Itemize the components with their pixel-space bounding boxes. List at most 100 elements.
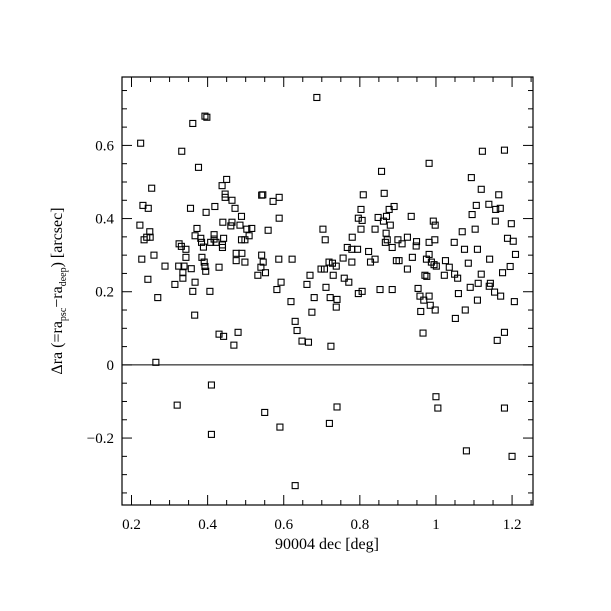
- data-point: [458, 228, 466, 236]
- data-point: [371, 225, 379, 233]
- x-tick-label: 0.6: [274, 517, 293, 533]
- data-point: [333, 403, 341, 411]
- data-point: [199, 243, 207, 251]
- x-tick-label: 1.2: [503, 517, 522, 533]
- data-point: [491, 288, 499, 296]
- data-point: [425, 159, 433, 167]
- data-point: [223, 175, 231, 183]
- data-point: [197, 238, 206, 246]
- data-point: [354, 214, 362, 222]
- data-point: [348, 258, 356, 266]
- data-point: [386, 221, 394, 229]
- data-point: [416, 292, 424, 300]
- data-point: [215, 263, 223, 271]
- data-point: [345, 278, 353, 286]
- data-point: [173, 401, 181, 409]
- data-point: [291, 482, 299, 490]
- data-point: [175, 262, 183, 270]
- data-point: [485, 282, 493, 290]
- data-point: [237, 212, 246, 220]
- data-point: [241, 236, 249, 244]
- data-point: [231, 204, 239, 212]
- data-point: [230, 341, 238, 349]
- tick-labels: 0.2 0.4 0.6 0.8 1 1.2 −0.2 0 0.2 0.4 0.6: [87, 138, 522, 533]
- data-point: [462, 447, 470, 455]
- data-point: [365, 247, 373, 256]
- data-point: [201, 112, 209, 120]
- data-point: [254, 271, 262, 279]
- data-point: [377, 167, 386, 175]
- data-point: [473, 245, 481, 253]
- data-point: [137, 139, 145, 147]
- data-point: [394, 236, 402, 244]
- data-point: [497, 292, 505, 300]
- data-point: [238, 249, 246, 257]
- data-point: [430, 261, 438, 269]
- data-point: [332, 262, 340, 270]
- data-point: [339, 254, 347, 262]
- x-tick-label: 1: [432, 517, 440, 533]
- data-point: [486, 255, 494, 263]
- data-point: [395, 257, 403, 265]
- data-point: [500, 146, 509, 154]
- data-point: [473, 296, 481, 304]
- data-point: [477, 185, 485, 193]
- data-point: [333, 295, 341, 303]
- data-point: [354, 290, 362, 298]
- y-label-subscript: psc: [58, 307, 69, 321]
- data-point: [358, 287, 366, 295]
- data-point: [310, 294, 318, 302]
- data-point: [509, 237, 517, 245]
- data-point: [198, 253, 206, 261]
- x-axis-label: 90004 dec [deg]: [275, 536, 379, 553]
- y-tick-label: −0.2: [87, 431, 114, 447]
- data-point: [148, 184, 156, 192]
- data-point: [288, 255, 296, 263]
- data-point: [287, 298, 295, 306]
- data-point: [321, 236, 329, 244]
- data-point: [210, 231, 218, 239]
- y-label-part: Δra (=ra: [49, 321, 66, 375]
- data-point: [313, 93, 321, 102]
- data-point: [325, 419, 333, 427]
- data-point: [138, 255, 146, 263]
- data-point: [186, 204, 195, 212]
- data-point: [193, 224, 201, 232]
- data-point: [357, 225, 365, 233]
- data-point: [257, 263, 265, 271]
- data-point: [426, 301, 434, 309]
- data-point: [277, 278, 285, 286]
- data-point: [206, 287, 214, 295]
- data-point: [467, 174, 475, 182]
- data-point: [496, 204, 504, 212]
- x-tick-label: 0.2: [122, 517, 141, 533]
- data-point: [417, 307, 425, 316]
- y-tick-label: 0.4: [95, 212, 114, 228]
- data-point: [485, 200, 493, 208]
- data-point: [374, 213, 382, 222]
- data-point: [381, 238, 389, 246]
- data-point: [441, 257, 450, 265]
- y-label-part: ) [arcsec]: [49, 207, 66, 267]
- y-label-subscript: deep: [58, 267, 69, 286]
- data-point: [269, 197, 277, 205]
- data-point: [326, 294, 334, 302]
- data-point: [380, 189, 388, 197]
- data-point: [332, 303, 340, 311]
- data-point: [211, 202, 219, 211]
- data-point: [304, 338, 313, 346]
- data-point: [152, 358, 160, 366]
- y-label-part: −ra: [49, 286, 66, 307]
- data-point: [434, 404, 442, 412]
- data-point: [207, 238, 215, 246]
- data-point: [357, 205, 365, 213]
- data-point: [189, 287, 197, 295]
- data-point: [450, 238, 458, 246]
- data-point: [191, 311, 199, 319]
- data-point: [264, 226, 272, 234]
- x-tick-label: 0.8: [350, 517, 369, 533]
- data-point: [275, 214, 283, 222]
- data-point: [412, 242, 420, 250]
- data-point: [431, 221, 439, 229]
